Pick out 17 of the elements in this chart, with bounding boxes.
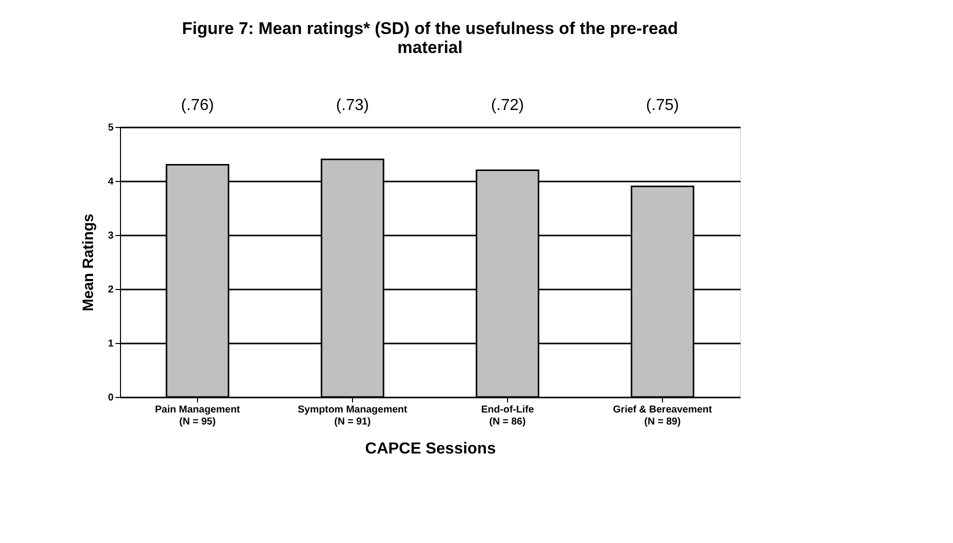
y-tick-label: 4 xyxy=(108,176,114,188)
y-axis-title: Mean Ratings xyxy=(80,214,97,312)
text: (.72) xyxy=(491,97,524,114)
text: (.76) xyxy=(181,97,214,114)
y-tick-label: 3 xyxy=(108,230,114,242)
y-tick-label: 2 xyxy=(108,284,114,296)
y-tick-label: 5 xyxy=(108,122,114,134)
y-tick-label: 0 xyxy=(108,392,114,404)
x-axis-title: CAPCE Sessions xyxy=(365,440,496,458)
x-tick-label: Symptom Management (N = 91) xyxy=(298,404,408,428)
chart-title: Figure 7: Mean ratings* (SD) of the usefulness of the pre-read material xyxy=(182,19,678,57)
x-tick-label: Grief & Bereavement (N = 89) xyxy=(613,404,713,428)
text: (.73) xyxy=(336,97,369,114)
x-tick-label: End-of-Life (N = 86) xyxy=(481,404,534,428)
y-tick-label: 1 xyxy=(108,338,114,350)
text: (.75) xyxy=(646,97,679,114)
x-tick-label: Pain Management (N = 95) xyxy=(154,404,241,428)
